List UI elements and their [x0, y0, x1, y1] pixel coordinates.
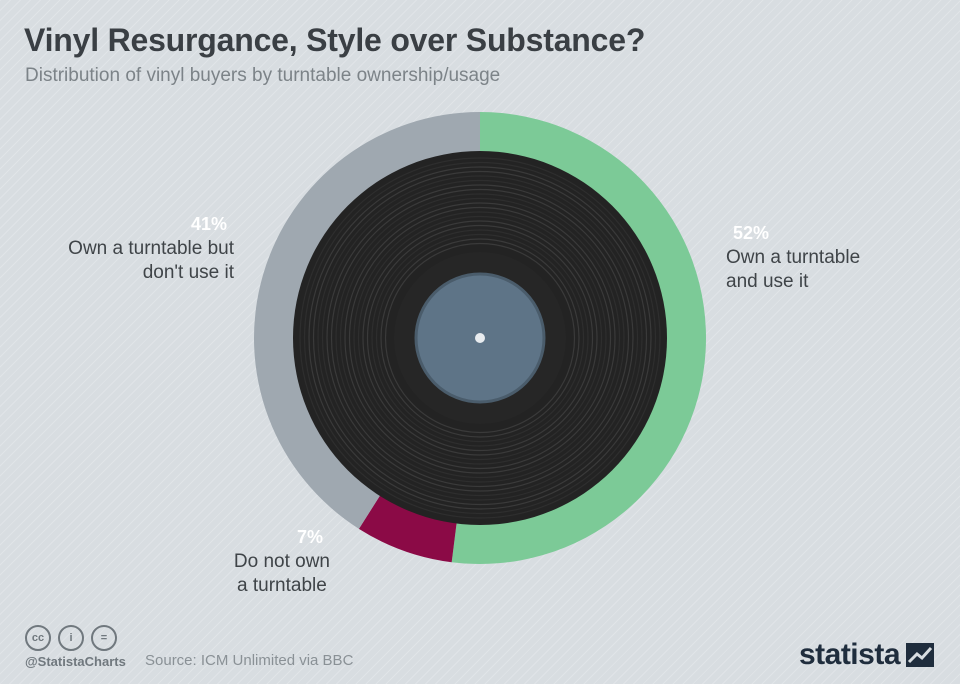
slice-value-do-not-own: 7% [296, 527, 323, 547]
no-derivatives-icon[interactable]: = [91, 625, 117, 651]
license-icons: cc i = [25, 625, 117, 651]
vinyl-record-graphic [293, 151, 667, 525]
chart-subtitle: Distribution of vinyl buyers by turntabl… [25, 65, 501, 86]
twitter-handle[interactable]: @StatistaCharts [25, 654, 126, 669]
slice-name-own-not-use-line1: Own a turntable but [68, 238, 234, 259]
slice-value-own-and-use: 52% [733, 223, 770, 243]
chart-title: Vinyl Resurgance, Style over Substance? [24, 22, 646, 58]
slice-name-do-not-own-line2: a turntable [237, 575, 327, 596]
slice-name-own-not-use-line2: don't use it [142, 262, 234, 283]
slice-do-not-own[interactable] [358, 485, 459, 563]
record-spindle-hole [475, 333, 485, 343]
slice-name-do-not-own-line1: Do not own [233, 551, 330, 572]
creative-commons-icon[interactable]: cc [25, 625, 51, 651]
slice-label-own-not-use: 41% Own a turntable but don't use it [68, 212, 234, 285]
slice-own-not-use[interactable] [253, 112, 480, 529]
slices-layer [253, 112, 707, 565]
statista-wordmark: statista [798, 638, 901, 671]
slice-name-own-and-use-line2: and use it [726, 271, 809, 292]
slice-value-own-not-use: 41% [190, 214, 227, 234]
attribution-icon[interactable]: i [58, 625, 84, 651]
slice-label-do-not-own: 7% Do not own a turntable [234, 525, 330, 598]
source-note: Source: ICM Unlimited via BBC [145, 652, 354, 669]
statista-logo[interactable]: statista [799, 638, 934, 672]
statista-mark-icon [906, 643, 934, 667]
slice-label-own-and-use: 52% Own a turntable and use it [726, 221, 860, 294]
slice-own-and-use[interactable] [451, 112, 707, 565]
slice-name-own-and-use-line1: Own a turntable [726, 247, 861, 268]
